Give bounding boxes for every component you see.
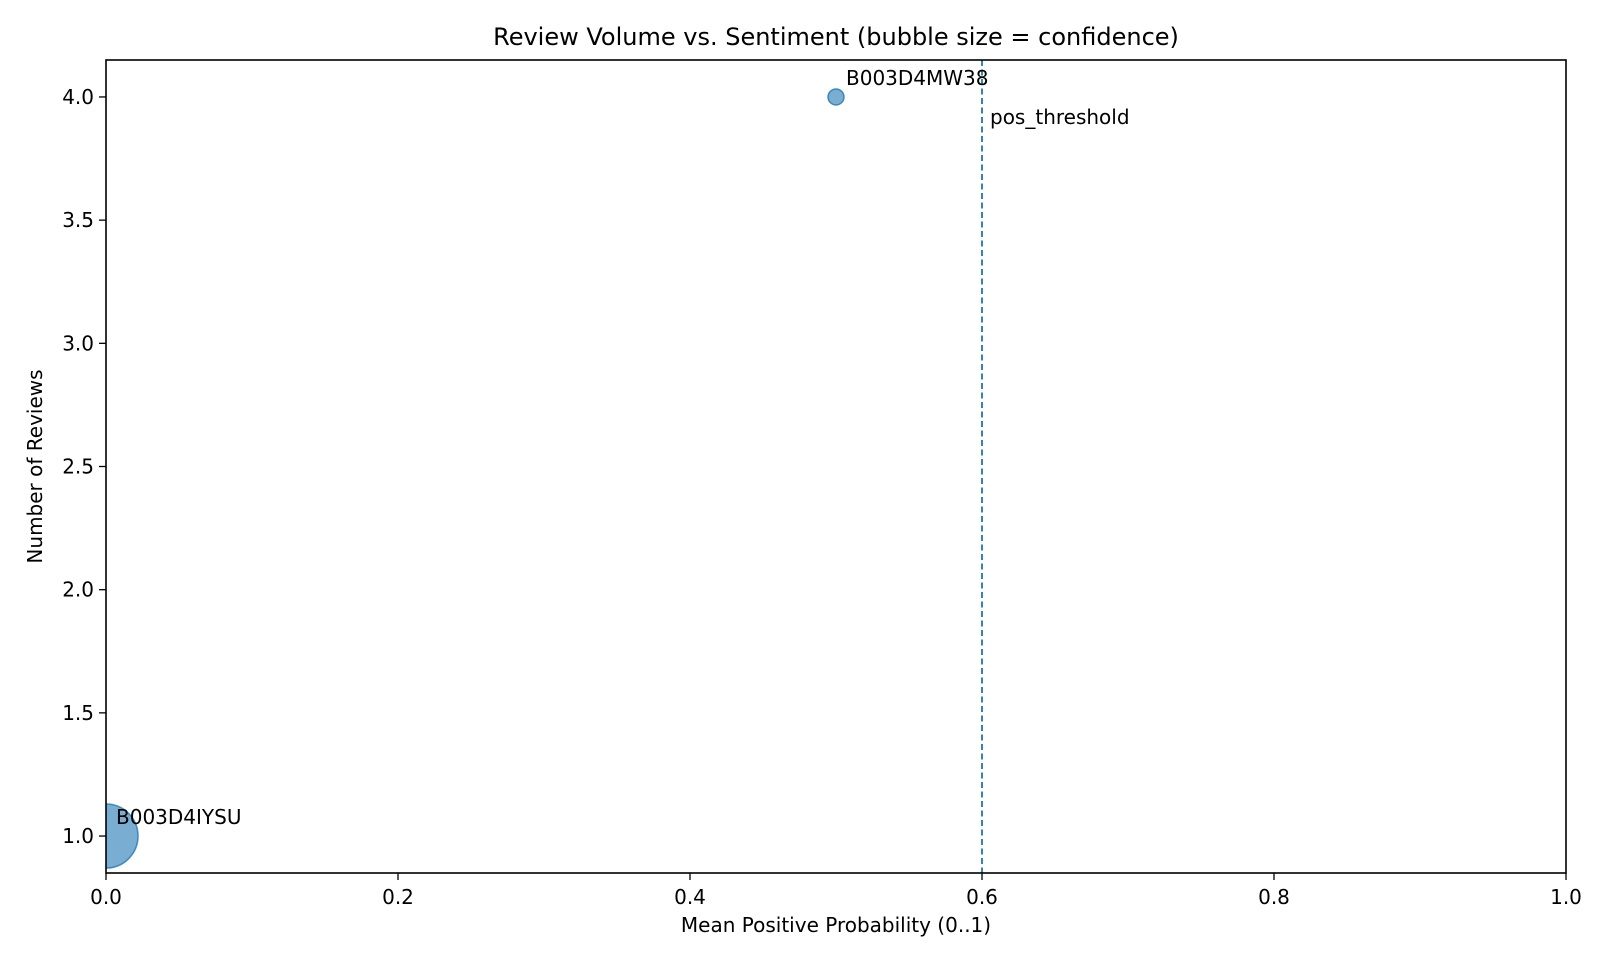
x-tick-label: 0.4 [674, 885, 706, 909]
x-axis-title: Mean Positive Probability (0..1) [681, 913, 991, 937]
y-tick-label: 4.0 [62, 85, 94, 109]
x-tick-label: 0.0 [90, 885, 122, 909]
y-tick-label: 1.5 [62, 701, 94, 725]
y-tick-label: 3.0 [62, 331, 94, 355]
bubble-point [827, 88, 845, 106]
x-tick-label: 1.0 [1550, 885, 1582, 909]
bubble-point [106, 803, 139, 869]
x-tick-label: 0.6 [966, 885, 998, 909]
chart-title: Review Volume vs. Sentiment (bubble size… [493, 23, 1179, 51]
point-label: B003D4IYSU [116, 805, 241, 829]
x-tick-label: 0.8 [1258, 885, 1290, 909]
threshold-label: pos_threshold [990, 105, 1130, 129]
y-tick-label: 3.5 [62, 208, 94, 232]
y-tick-label: 2.0 [62, 578, 94, 602]
y-axis-title: Number of Reviews [23, 369, 47, 563]
y-tick-label: 2.5 [62, 455, 94, 479]
point-label: B003D4MW38 [846, 66, 989, 90]
y-axis: 1.0 1.5 2.0 2.5 3.0 3.5 4.0 [62, 85, 106, 848]
x-tick-label: 0.2 [382, 885, 414, 909]
x-axis: 0.0 0.2 0.4 0.6 0.8 1.0 [90, 873, 1582, 909]
y-tick-label: 1.0 [62, 824, 94, 848]
point-label-layer: B003D4MW38 B003D4IYSU [116, 66, 989, 829]
bubble-layer [106, 88, 845, 869]
